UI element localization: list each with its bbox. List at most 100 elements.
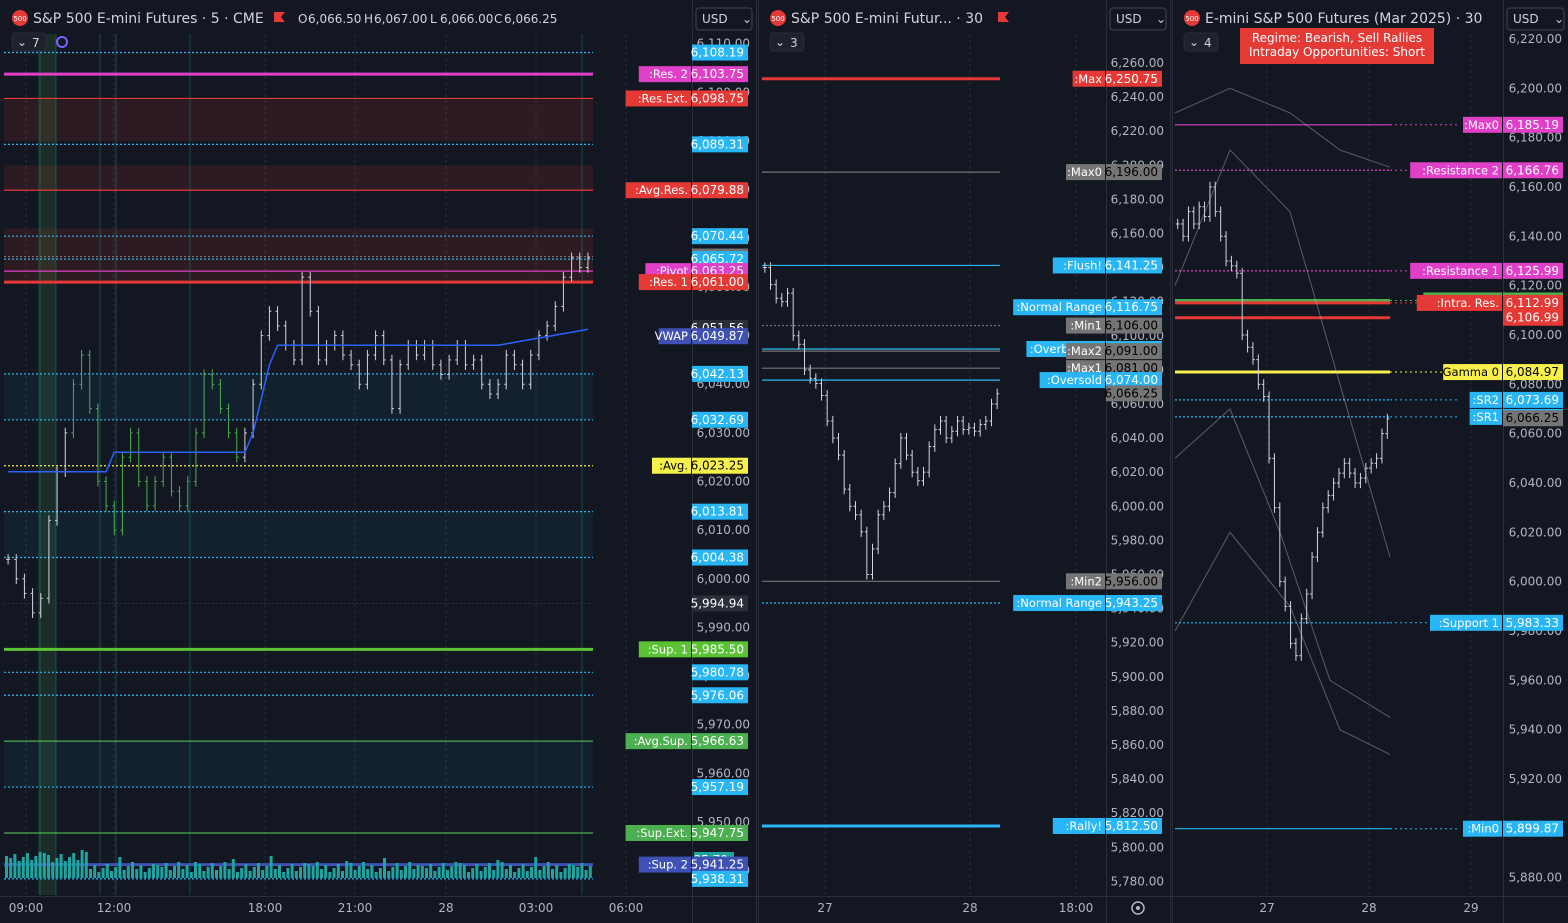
volume-bar bbox=[13, 854, 17, 878]
price-tick-label: 6,220.00 bbox=[1111, 124, 1164, 138]
price-tag-value: 6,108.19 bbox=[691, 46, 744, 60]
volume-bar bbox=[525, 871, 529, 878]
price-tag-value: 6,073.69 bbox=[1506, 393, 1559, 407]
price-tag-bg bbox=[1503, 391, 1563, 408]
volume-bar bbox=[357, 866, 361, 878]
regime-banner bbox=[1240, 28, 1434, 64]
volume-bar bbox=[80, 850, 84, 878]
volume-bar bbox=[114, 867, 118, 878]
chevron-down-icon: ⌄ bbox=[742, 12, 752, 26]
price-tag-value: 6,079.88 bbox=[691, 183, 744, 197]
volume-bar bbox=[399, 870, 403, 878]
volume-bar bbox=[555, 865, 559, 878]
volume-bar bbox=[370, 865, 374, 878]
chart-title[interactable]: E-mini S&P 500 Futures (Mar 2025) · 30 bbox=[1205, 11, 1482, 27]
volume-bar bbox=[265, 866, 269, 878]
time-tick-label: 21:00 bbox=[338, 901, 373, 915]
volume-bar bbox=[462, 865, 466, 878]
level-zone bbox=[4, 165, 593, 191]
volume-bar bbox=[261, 870, 265, 878]
indicator-count: 7 bbox=[32, 36, 40, 50]
session-highlight bbox=[38, 34, 56, 895]
volume-bar bbox=[299, 867, 302, 878]
level-label: :Min2 bbox=[1070, 574, 1102, 588]
volume-bar bbox=[353, 870, 357, 878]
volume-bar bbox=[572, 865, 575, 878]
volume-bar bbox=[504, 869, 508, 878]
volume-bar bbox=[429, 864, 433, 878]
volume-bar bbox=[202, 871, 206, 878]
level-label: :Support 1 bbox=[1439, 616, 1499, 630]
price-tag-bg bbox=[1503, 262, 1563, 279]
indicators-toggle-button[interactable] bbox=[11, 32, 47, 52]
time-tick-label: 09:00 bbox=[9, 901, 44, 915]
chart-title[interactable]: S&P 500 E-mini Futur... · 30 bbox=[791, 11, 983, 27]
price-tag-bg bbox=[692, 365, 748, 382]
volume-bar bbox=[584, 870, 588, 878]
settings-gear-icon[interactable] bbox=[1131, 901, 1145, 915]
level-label: :Rally! bbox=[1066, 819, 1102, 833]
level-label: :Oversold bbox=[1047, 373, 1102, 387]
volume-bar bbox=[194, 862, 197, 878]
currency-label: USD bbox=[702, 12, 728, 26]
indicators-toggle-button[interactable] bbox=[1183, 32, 1219, 52]
time-tick-label: 28 bbox=[1361, 901, 1376, 915]
level-label: :Res. 2 bbox=[649, 67, 688, 81]
volume-bar bbox=[433, 871, 437, 878]
price-tag-bg bbox=[692, 641, 748, 658]
volume-bar bbox=[5, 856, 8, 878]
volume-bar bbox=[345, 861, 349, 878]
indicators-toggle-button[interactable] bbox=[769, 32, 805, 52]
price-tag-value: 6,070.44 bbox=[691, 229, 744, 243]
level-label: :Avg. bbox=[659, 459, 688, 473]
price-tag-bg bbox=[1503, 309, 1563, 326]
level-zone bbox=[4, 228, 593, 283]
chevron-down-icon: ⌄ bbox=[1156, 12, 1166, 26]
price-tag-value: 5,994.94 bbox=[691, 596, 744, 610]
price-tag-bg bbox=[692, 182, 748, 199]
price-tag-bg bbox=[1503, 820, 1563, 837]
price-tag-value: 6,116.75 bbox=[1105, 300, 1158, 314]
price-tag-value: 6,084.97 bbox=[1506, 365, 1559, 379]
volume-bar bbox=[147, 868, 151, 878]
level-label: :Avg.Sup. bbox=[634, 734, 688, 748]
level-label-bg bbox=[652, 457, 691, 474]
volume-bar bbox=[294, 871, 298, 878]
settings-gear-center bbox=[1136, 906, 1140, 910]
price-tick-label: 6,060.00 bbox=[1509, 427, 1562, 441]
currency-select[interactable] bbox=[1109, 7, 1167, 31]
chart-title[interactable]: S&P 500 E-mini Futures · 5 · CME bbox=[33, 11, 264, 27]
volume-bar bbox=[181, 869, 185, 878]
price-tag-value: 5,983.33 bbox=[1506, 616, 1559, 630]
volume-bar bbox=[164, 863, 168, 878]
price-tag-value: 6,066.25 bbox=[1105, 386, 1158, 400]
time-tick-label: 27 bbox=[1259, 901, 1274, 915]
chevron-down-icon: ⌄ bbox=[1189, 35, 1199, 49]
volume-bar bbox=[252, 867, 256, 878]
volume-bar bbox=[450, 866, 454, 878]
currency-select[interactable] bbox=[695, 7, 753, 31]
volume-bar bbox=[567, 864, 571, 878]
price-tag-bg bbox=[1503, 116, 1563, 133]
volume-bar bbox=[576, 867, 580, 878]
price-tag-value: 6,074.00 bbox=[1105, 373, 1158, 387]
time-tick-label: 27 bbox=[817, 901, 832, 915]
price-tag-bg bbox=[1106, 257, 1162, 274]
price-tag-bg bbox=[1503, 162, 1563, 179]
moving-average-line bbox=[1174, 87, 1391, 168]
volume-bar bbox=[534, 857, 538, 878]
level-label-bg bbox=[1072, 70, 1105, 87]
volume-bar bbox=[488, 863, 491, 878]
volume-bar bbox=[126, 866, 130, 878]
price-tag-value: 6,049.87 bbox=[691, 329, 744, 343]
currency-select[interactable] bbox=[1506, 7, 1565, 31]
volume-bar bbox=[475, 864, 479, 878]
price-tick-label: 6,180.00 bbox=[1111, 192, 1164, 206]
volume-bar bbox=[110, 871, 113, 878]
level-label-bg bbox=[1052, 257, 1105, 274]
chevron-down-icon: ⌄ bbox=[775, 35, 785, 49]
price-tag-bg bbox=[692, 274, 748, 291]
price-tag-value: 6,091.00 bbox=[1105, 344, 1158, 358]
symbol-badge-text: 500 bbox=[771, 15, 784, 23]
volume-bar bbox=[131, 862, 134, 878]
